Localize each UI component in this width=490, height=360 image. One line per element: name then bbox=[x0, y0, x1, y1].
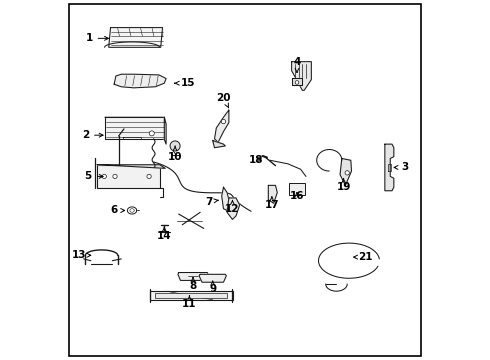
Polygon shape bbox=[215, 110, 229, 142]
Polygon shape bbox=[340, 158, 351, 185]
Polygon shape bbox=[178, 273, 208, 280]
Polygon shape bbox=[111, 28, 163, 42]
Polygon shape bbox=[221, 187, 229, 211]
Text: 14: 14 bbox=[157, 228, 172, 240]
Polygon shape bbox=[213, 140, 225, 148]
Circle shape bbox=[102, 174, 106, 179]
Text: 4: 4 bbox=[294, 57, 301, 72]
Circle shape bbox=[345, 171, 349, 175]
Text: 12: 12 bbox=[225, 201, 240, 214]
FancyBboxPatch shape bbox=[97, 165, 160, 188]
Text: 13: 13 bbox=[72, 250, 91, 260]
Circle shape bbox=[170, 141, 180, 151]
Polygon shape bbox=[97, 165, 165, 168]
Circle shape bbox=[295, 81, 299, 84]
Polygon shape bbox=[292, 78, 302, 85]
Polygon shape bbox=[292, 62, 311, 90]
Text: 18: 18 bbox=[248, 155, 263, 165]
Text: 10: 10 bbox=[168, 146, 182, 162]
Text: 20: 20 bbox=[216, 93, 231, 108]
Text: 16: 16 bbox=[290, 191, 304, 201]
Polygon shape bbox=[164, 117, 166, 144]
Polygon shape bbox=[105, 117, 166, 125]
Text: 21: 21 bbox=[354, 252, 372, 262]
FancyBboxPatch shape bbox=[149, 291, 233, 300]
Circle shape bbox=[147, 174, 151, 179]
FancyBboxPatch shape bbox=[290, 183, 304, 195]
Text: 7: 7 bbox=[205, 197, 219, 207]
Polygon shape bbox=[109, 28, 163, 47]
Text: 2: 2 bbox=[82, 130, 103, 140]
Text: 11: 11 bbox=[182, 296, 196, 309]
Text: 9: 9 bbox=[209, 281, 216, 294]
Text: 5: 5 bbox=[85, 171, 103, 181]
Text: 8: 8 bbox=[189, 278, 196, 291]
FancyBboxPatch shape bbox=[155, 293, 227, 298]
Text: 3: 3 bbox=[394, 162, 408, 172]
Polygon shape bbox=[227, 198, 240, 220]
Text: 15: 15 bbox=[175, 78, 195, 88]
Text: 6: 6 bbox=[110, 206, 124, 216]
Circle shape bbox=[221, 120, 225, 124]
Polygon shape bbox=[105, 117, 164, 139]
Polygon shape bbox=[385, 144, 394, 191]
Text: 1: 1 bbox=[85, 33, 108, 43]
Text: 17: 17 bbox=[265, 197, 279, 210]
Polygon shape bbox=[114, 74, 166, 88]
Circle shape bbox=[149, 131, 154, 136]
Text: 19: 19 bbox=[337, 179, 351, 192]
Circle shape bbox=[113, 174, 117, 179]
Polygon shape bbox=[269, 185, 277, 203]
Polygon shape bbox=[199, 274, 226, 282]
